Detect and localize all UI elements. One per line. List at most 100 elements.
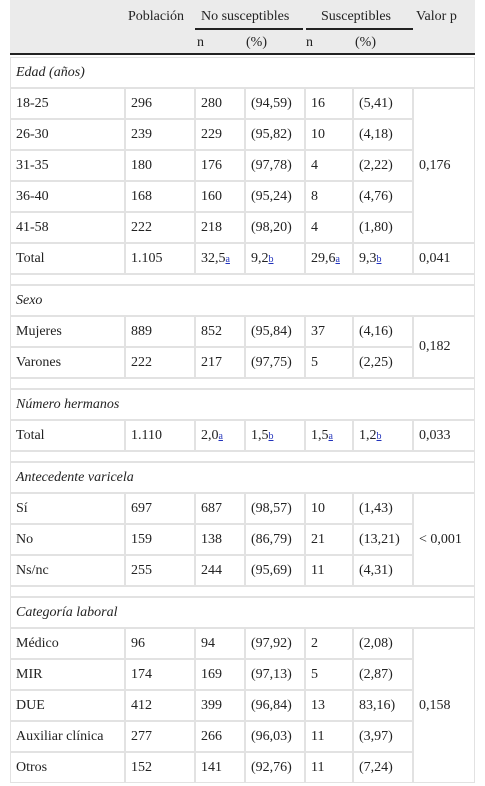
table-cell: (4,16)	[353, 316, 413, 347]
p-value: 0,033	[413, 420, 475, 451]
footnote-link[interactable]: b	[268, 254, 274, 265]
table-cell: 141	[195, 752, 245, 783]
table-cell: 218	[195, 212, 245, 243]
table-cell: 4	[305, 150, 353, 181]
table-cell: 11	[305, 555, 353, 586]
section-title: Antecedente varicela	[10, 462, 475, 493]
table-cell: (86,79)	[245, 524, 305, 555]
table-cell: 83,16)	[353, 690, 413, 721]
table-cell: 9,3 b	[353, 243, 413, 274]
table-cell: 5	[305, 347, 353, 378]
table-cell: 222	[125, 347, 195, 378]
footnote-link[interactable]: a	[225, 254, 230, 265]
table-cell: Médico	[10, 628, 125, 659]
footnote-link[interactable]: a	[328, 431, 333, 442]
cell-value: 9,2	[251, 250, 269, 266]
table-cell: 169	[195, 659, 245, 690]
table-cell: (98,20)	[245, 212, 305, 243]
table-cell: 41-58	[10, 212, 125, 243]
table-cell: 4	[305, 212, 353, 243]
table-cell: 399	[195, 690, 245, 721]
table-cell: 255	[125, 555, 195, 586]
table-cell: No	[10, 524, 125, 555]
table-cell: 11	[305, 721, 353, 752]
table-cell: (94,59)	[245, 88, 305, 119]
table-cell: 180	[125, 150, 195, 181]
table-cell: 5	[305, 659, 353, 690]
table-cell: 1.110	[125, 420, 195, 451]
spacer-row	[10, 451, 475, 462]
table-cell: (92,76)	[245, 752, 305, 783]
table-cell: 159	[125, 524, 195, 555]
footnote-link[interactable]: b	[376, 431, 382, 442]
cell-value: 32,5	[201, 250, 226, 266]
table-cell: 229	[195, 119, 245, 150]
table-cell: 277	[125, 721, 195, 752]
table-cell: 37	[305, 316, 353, 347]
table-cell: 687	[195, 493, 245, 524]
footnote-link[interactable]: b	[376, 254, 382, 265]
table-cell: 1,5 b	[245, 420, 305, 451]
table-cell: 296	[125, 88, 195, 119]
section-title: Categoría laboral	[10, 597, 475, 628]
footnote-sup: a	[226, 252, 230, 265]
table-cell: (1,80)	[353, 212, 413, 243]
table-cell: Total	[10, 243, 125, 274]
header-rule	[195, 28, 303, 30]
table-cell: 244	[195, 555, 245, 586]
header-cell: n	[306, 34, 313, 50]
cell-value: 1,2	[359, 427, 377, 443]
table-cell: (7,24)	[353, 752, 413, 783]
table-cell: Total	[10, 420, 125, 451]
table-cell: (97,78)	[245, 150, 305, 181]
section-title: Sexo	[10, 285, 475, 316]
table-cell: 852	[195, 316, 245, 347]
table-cell: Otros	[10, 752, 125, 783]
table-cell: Ns/nc	[10, 555, 125, 586]
table-cell: Varones	[10, 347, 125, 378]
table-cell: 31-35	[10, 150, 125, 181]
table-cell: 21	[305, 524, 353, 555]
table-cell: 160	[195, 181, 245, 212]
section-title: Número hermanos	[10, 389, 475, 420]
section-title: Edad (años)	[10, 57, 475, 88]
table-cell: 26-30	[10, 119, 125, 150]
table-cell: 152	[125, 752, 195, 783]
table-cell: MIR	[10, 659, 125, 690]
cell-value: 29,6	[311, 250, 336, 266]
table-cell: (4,31)	[353, 555, 413, 586]
table-cell: 266	[195, 721, 245, 752]
table-cell: (2,87)	[353, 659, 413, 690]
table-cell: (95,84)	[245, 316, 305, 347]
footnote-sup: a	[329, 429, 333, 442]
table-cell: 13	[305, 690, 353, 721]
p-value: 0,041	[413, 243, 475, 274]
table-cell: Auxiliar clínica	[10, 721, 125, 752]
p-value: 0,158	[413, 628, 475, 783]
table-cell: 217	[195, 347, 245, 378]
cell-value: 2,0	[201, 427, 219, 443]
table-cell: 96	[125, 628, 195, 659]
spacer-row	[10, 586, 475, 597]
table-cell: Mujeres	[10, 316, 125, 347]
table-cell: DUE	[10, 690, 125, 721]
table-cell: (96,84)	[245, 690, 305, 721]
cell-value: 1,5	[311, 427, 329, 443]
footnote-link[interactable]: b	[268, 431, 274, 442]
table-cell: 412	[125, 690, 195, 721]
table-cell: (95,82)	[245, 119, 305, 150]
table-cell: 174	[125, 659, 195, 690]
table-cell: 1,2 b	[353, 420, 413, 451]
table-cell: (1,43)	[353, 493, 413, 524]
footnote-link[interactable]: a	[218, 431, 223, 442]
footnote-sup: b	[377, 252, 382, 265]
table-cell: (97,75)	[245, 347, 305, 378]
header-cell: Susceptibles	[321, 9, 391, 24]
footnote-sup: a	[219, 429, 223, 442]
table-cell: 280	[195, 88, 245, 119]
table-cell: 8	[305, 181, 353, 212]
table-cell: 10	[305, 119, 353, 150]
footnote-link[interactable]: a	[335, 254, 340, 265]
table-cell: (2,25)	[353, 347, 413, 378]
header-cell: (%)	[246, 34, 267, 50]
